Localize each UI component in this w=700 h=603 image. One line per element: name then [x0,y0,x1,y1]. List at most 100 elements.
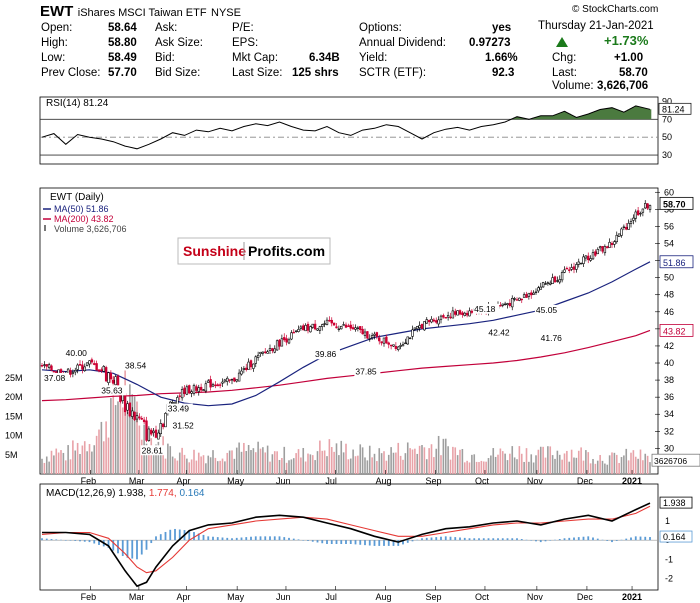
volume-bar [615,454,618,474]
volume-bar [228,450,231,474]
candle-body [351,327,355,330]
volume-bar [537,449,540,474]
rsi-title: RSI(14) 81.24 [46,98,109,109]
macd-histogram-bar [435,537,438,541]
candle-body [330,319,333,324]
macd-histogram-bar [530,540,533,541]
high-label: High: [41,37,68,49]
macd-histogram-bar [359,540,362,545]
low-label: Low: [41,52,66,64]
change-percent: +1.73% [604,33,649,48]
candle-body [55,371,58,373]
open-value: 58.64 [108,22,137,34]
volume-bar [254,452,257,474]
macd-histogram-bar [250,536,252,541]
macd-histogram-bar [387,540,390,546]
volume-bar [478,462,480,474]
price-label-bg [487,327,514,338]
candle-body [278,339,281,347]
volume-bar [197,452,200,474]
volume-tick-5M: 5M [5,450,18,460]
volume-bar [487,458,490,474]
macd-histogram-bar [316,540,319,543]
volume-bar [174,458,176,474]
candle-body [589,258,592,261]
macd-histogram-bar [107,540,110,548]
candle-body [240,370,243,375]
candle-body [299,326,303,329]
candle-body [420,324,424,329]
rsi-line [41,105,651,150]
candle-body [639,212,642,215]
volume-bar [157,441,160,474]
candle-body [183,387,186,395]
volume-bar [447,446,449,474]
candle-body [188,385,191,394]
candle-body [511,297,514,308]
candle-body [109,372,113,380]
macd-histogram-bar [506,538,509,541]
volume-bar [397,442,400,474]
macd-histogram-bar [164,531,167,541]
macd-histogram-bar [568,537,571,541]
candle-body [140,417,143,420]
last-size-label: Last Size: [232,67,283,79]
macd-histogram-bar [440,536,442,541]
volume-bar [414,448,416,474]
macd-histogram-bar [373,540,376,546]
price-tick-34: 34 [664,409,674,419]
candle-body [641,208,645,213]
candle-body [413,327,417,330]
volume-bar [178,452,181,474]
volume-bar [285,462,288,474]
candle-body [245,367,248,370]
volume-bar [492,448,495,474]
volume-bar [454,447,457,474]
volume-bar [295,453,297,474]
candle-body [556,280,559,282]
ma50-line [41,261,651,407]
volume-bar [523,461,525,474]
volume-bar [119,396,122,474]
dividend-value: 0.97273 [469,37,511,49]
volume-tick-15M: 15M [5,411,23,421]
candle-body [157,432,160,440]
volume-bar [226,452,229,474]
x-axis-label-Nov: Nov [527,592,544,602]
last-price-box-label: 58.70 [663,199,686,209]
macd-histogram-bar [492,538,495,541]
macd-histogram-bar [577,537,580,541]
candle-body [85,362,89,366]
volume-bar [468,462,471,474]
macd-histogram-bar [112,540,115,551]
candle-body [112,379,115,384]
macd-histogram-bar [83,540,86,542]
macd-histogram-bar [140,540,143,555]
candle-body [560,272,564,281]
candle-body [577,261,580,265]
volume-bar [110,398,112,474]
candle-body [81,364,84,370]
volume-bar [440,455,442,474]
volume-bar [171,456,174,474]
candle-body [259,351,262,354]
macd-histogram-bar [197,533,200,541]
volume-bar [466,460,468,474]
volume-bar [188,462,191,474]
candle-body [349,324,352,329]
volume-bar [45,456,48,474]
macd-histogram-bar [563,538,566,541]
volume-bar [167,443,169,474]
volume-bar [525,448,528,474]
price-label-45.18: 45.18 [474,304,496,314]
candle-body [131,410,134,417]
volume-bar [276,451,278,474]
volume-bar [357,455,359,474]
volume-bar [608,455,611,474]
last-size-value: 125 shrs [292,67,339,79]
price-label-bg [171,420,198,431]
candle-body [335,326,338,329]
candle-body [344,324,348,328]
candle-body [342,324,345,326]
volume-bar [613,452,616,474]
